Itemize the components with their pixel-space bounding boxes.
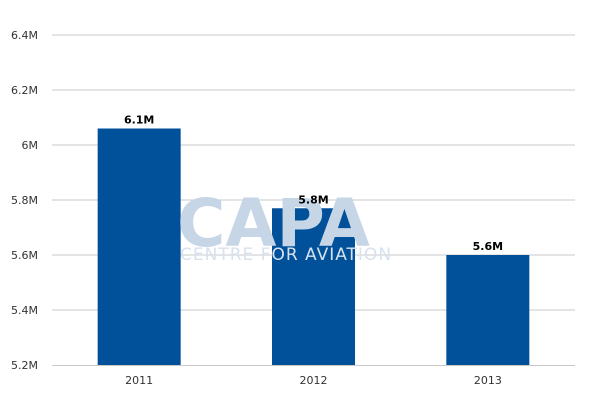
- bars: [97, 128, 530, 365]
- y-tick-label: 6.2M: [11, 84, 38, 97]
- watermark-tagline: CENTRE FOR AVIATION: [180, 245, 392, 265]
- bar-2011: [97, 128, 181, 365]
- y-tick-label: 5.2M: [11, 359, 38, 372]
- y-tick-label: 5.4M: [11, 304, 38, 317]
- data-label: 6.1M: [124, 114, 154, 127]
- y-tick-label: 6M: [22, 139, 39, 152]
- y-axis-labels: 5.2M 5.4M 5.6M 5.8M 6M 6.2M 6.4M: [11, 29, 38, 372]
- data-labels: 6.1M 5.8M 5.6M: [124, 114, 503, 254]
- y-tick-label: 5.6M: [11, 249, 38, 262]
- x-axis-labels: 2011 2012 2013: [125, 374, 502, 387]
- data-label: 5.6M: [473, 240, 503, 253]
- bar-2012: [272, 208, 355, 365]
- x-tick-label: 2011: [125, 374, 153, 387]
- x-tick-label: 2013: [474, 374, 502, 387]
- watermark-logo: CAPA CENTRE FOR AVIATION: [177, 185, 392, 265]
- data-label: 5.8M: [298, 193, 328, 206]
- watermark-logo-text: CAPA: [177, 185, 370, 262]
- y-tick-label: 5.8M: [11, 194, 38, 207]
- bar-2013: [446, 255, 530, 365]
- y-tick-label: 6.4M: [11, 29, 38, 42]
- x-tick-label: 2012: [300, 374, 328, 387]
